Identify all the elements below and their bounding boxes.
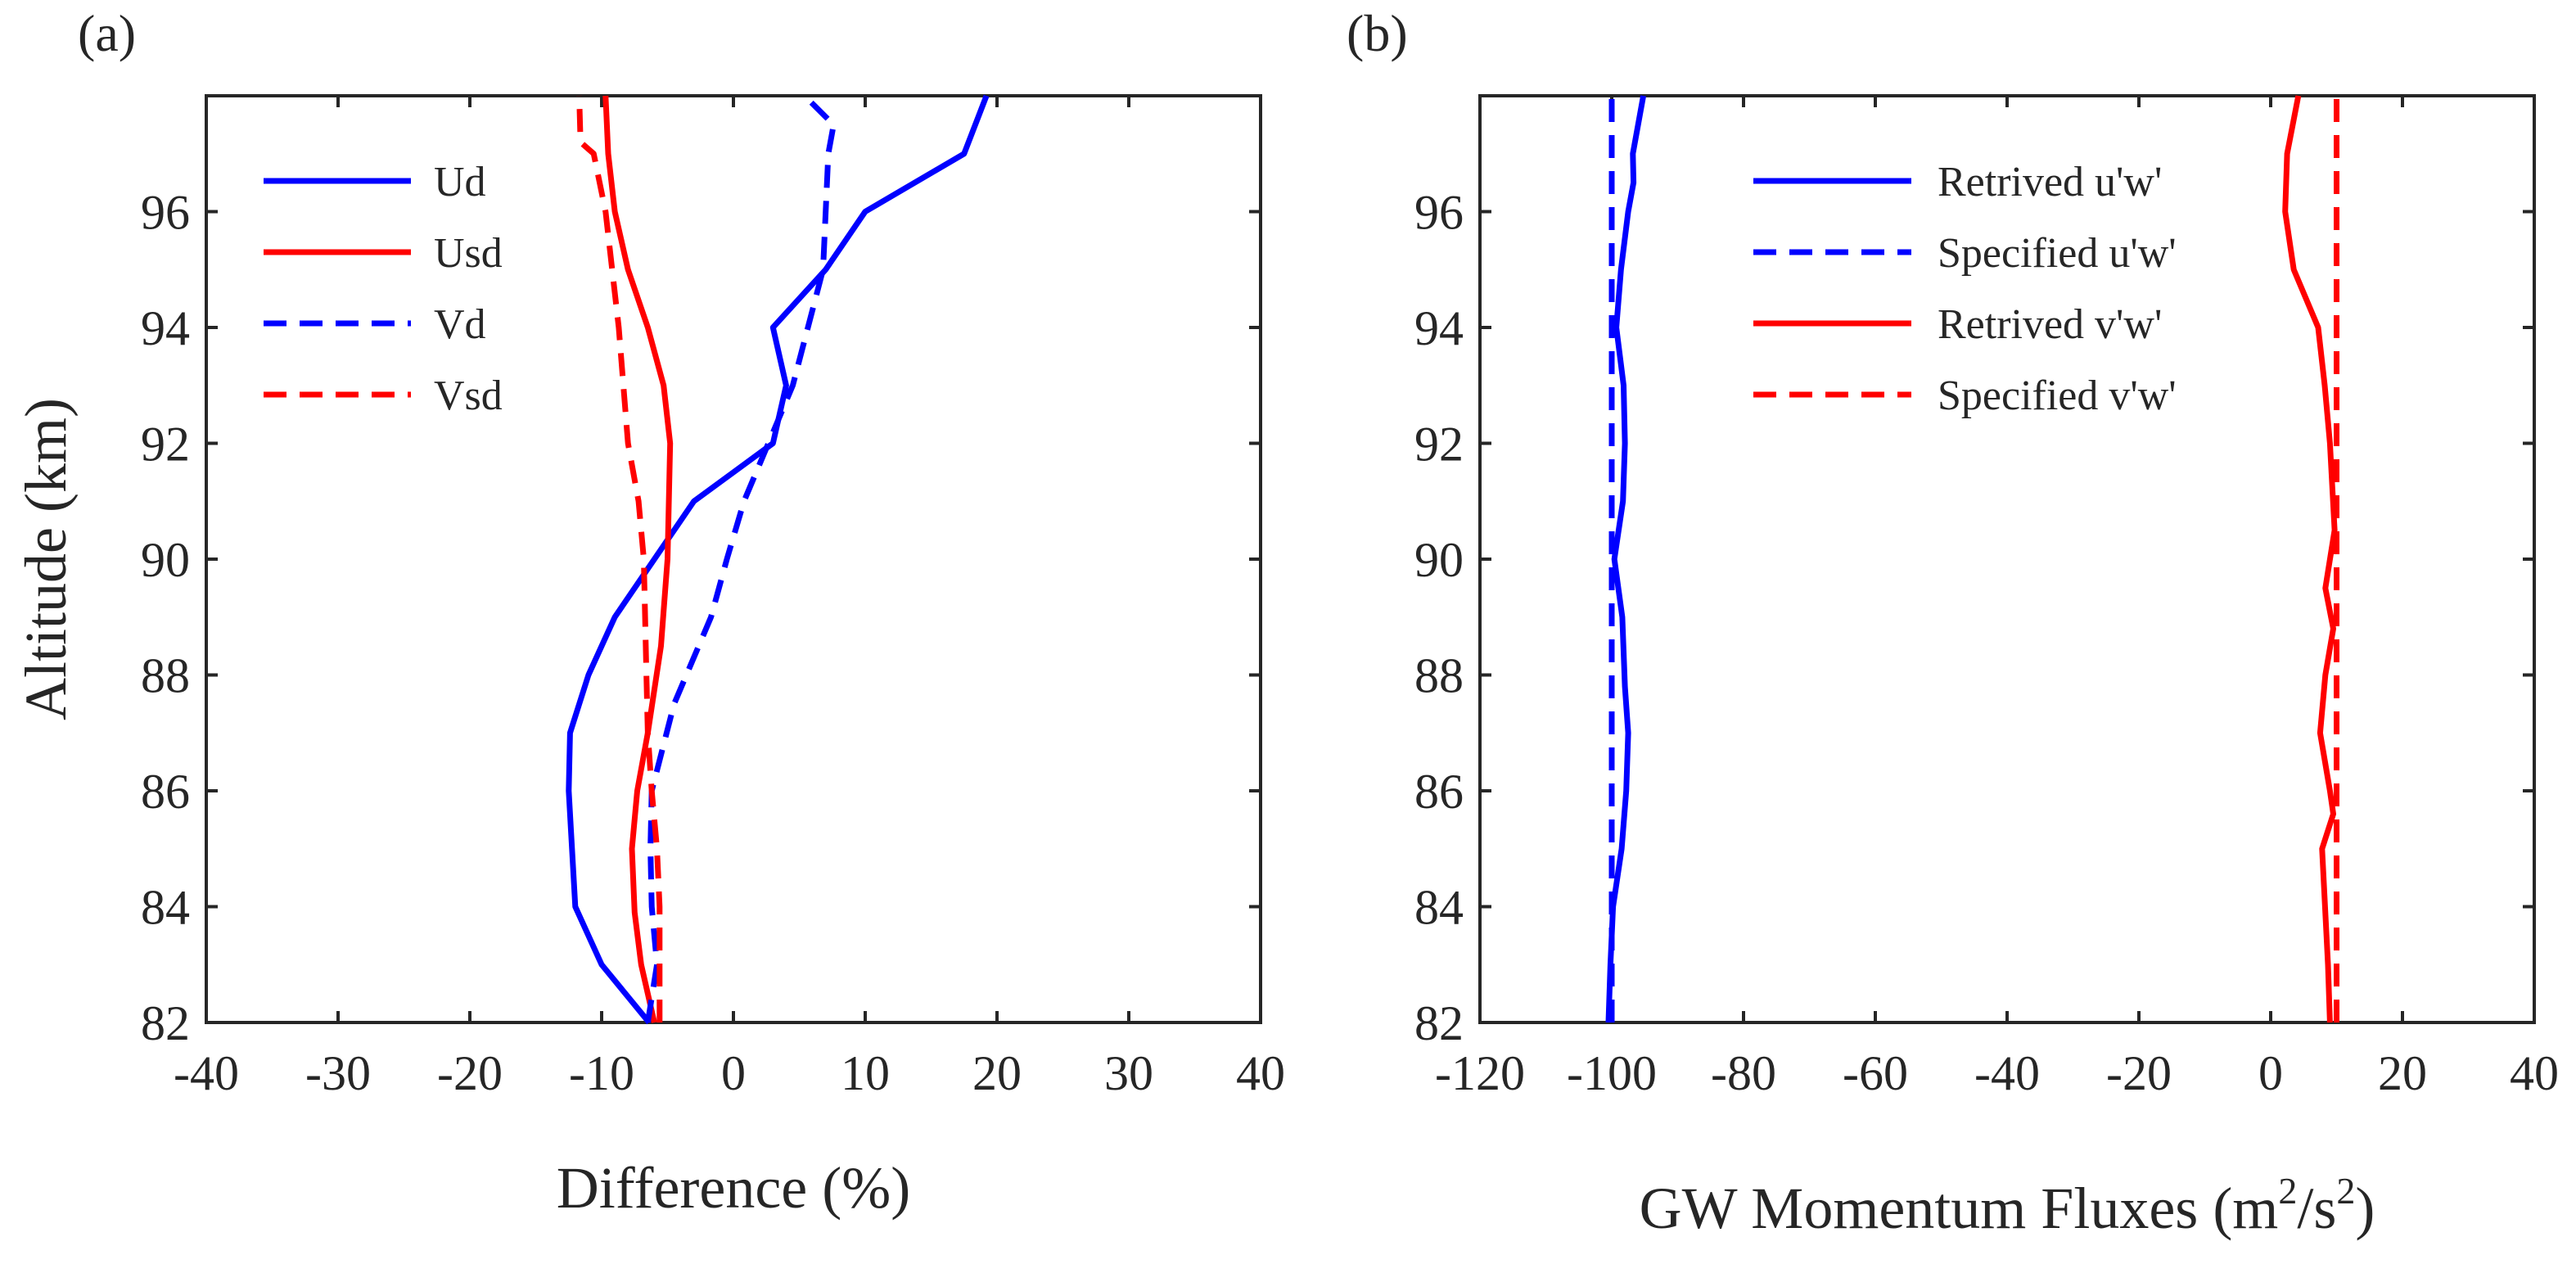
panel-b-x-tick-label: -80 xyxy=(1711,1046,1776,1100)
panel-a-x-tick-label: 40 xyxy=(1236,1046,1285,1100)
panel-a-y-tick-label: 94 xyxy=(141,301,190,355)
panel-b: (b) -120 -100 -80 -60 -40 -20 0 20 40 82 84 86 88 90… xyxy=(1347,4,2559,1241)
panel-b-legend-label: Retrived v'w' xyxy=(1938,301,2162,348)
panel-a-x-tick-label: 20 xyxy=(972,1046,1022,1100)
panel-a-x-tick-label: -20 xyxy=(437,1046,503,1100)
panel-b-x-tick-label: 0 xyxy=(2258,1046,2283,1100)
panel-b-series-line-1 xyxy=(1605,95,1647,1023)
panel-b-label: (b) xyxy=(1347,4,1408,62)
panel-a-y-tick-label: 90 xyxy=(141,533,190,587)
panel-b-y-ticks: 82 84 86 88 90 92 94 96 xyxy=(1414,186,2534,1050)
panel-b-y-tick-label: 96 xyxy=(1414,186,1464,240)
panel-b-legend: Retrived u'w' Specified u'w' Retrived v'w'… xyxy=(1753,159,2177,419)
panel-a-series-line-4 xyxy=(576,95,663,1022)
panel-b-x-tick-label: -40 xyxy=(1974,1046,2040,1100)
panel-b-x-tick-label: 20 xyxy=(2378,1046,2427,1100)
panel-b-x-tick-label: -120 xyxy=(1435,1046,1525,1100)
panel-a-y-tick-label: 86 xyxy=(141,765,190,819)
panel-b-series-line-3 xyxy=(2282,95,2338,1023)
panel-a-x-ticks: -40 -30 -20 -10 0 10 20 30 40 xyxy=(174,96,1285,1100)
panel-a-x-tick-label: 10 xyxy=(841,1046,890,1100)
panel-b-x-axis-label-sup1: 2 xyxy=(2278,1170,2297,1212)
panel-a-legend: Ud Usd Vd Vsd xyxy=(264,159,503,419)
panel-b-y-tick-label: 90 xyxy=(1414,533,1464,587)
panel-a-x-tick-label: -10 xyxy=(569,1046,634,1100)
panel-b-x-tick-label: 40 xyxy=(2510,1046,2559,1100)
panel-a-series-line-2 xyxy=(602,95,674,1023)
panel-a-x-axis-label: Difference (%) xyxy=(557,1155,910,1221)
panel-b-x-ticks: -120 -100 -80 -60 -40 -20 0 20 40 xyxy=(1435,96,2559,1100)
panel-a-y-tick-label: 84 xyxy=(141,881,190,935)
panel-b-x-axis-label-mid: /s xyxy=(2297,1176,2336,1241)
panel-b-x-tick-label: -60 xyxy=(1843,1046,1908,1100)
panel-a-legend-label: Ud xyxy=(434,159,486,205)
panel-a-x-tick-label: 30 xyxy=(1104,1046,1153,1100)
panel-b-legend-label: Specified v'w' xyxy=(1938,372,2177,419)
panel-a-series xyxy=(566,93,990,1025)
panel-b-x-axis-label: GW Momentum Fluxes (m2/s2) xyxy=(1640,1170,2375,1241)
panel-a-series-line-3 xyxy=(644,93,837,1023)
panel-a-y-ticks: 82 84 86 88 90 92 94 96 xyxy=(141,186,1261,1050)
panel-b-y-tick-label: 94 xyxy=(1414,301,1464,355)
panel-a-x-tick-label: 0 xyxy=(721,1046,746,1100)
panel-b-x-tick-label: -100 xyxy=(1567,1046,1657,1100)
panel-b-x-axis-label-main: GW Momentum Fluxes (m xyxy=(1640,1176,2279,1241)
panel-b-y-tick-label: 86 xyxy=(1414,765,1464,819)
panel-a-legend-label: Vd xyxy=(434,301,486,348)
panel-a-y-tick-label: 82 xyxy=(141,996,190,1050)
panel-a: (a) -40 -30 -20 -10 0 10 20 30 40 82 84 86 88 90 92 94… xyxy=(13,4,1285,1221)
panel-b-y-tick-label: 92 xyxy=(1414,418,1464,472)
panel-a-label: (a) xyxy=(78,4,136,62)
panel-b-y-tick-label: 84 xyxy=(1414,881,1464,935)
panel-b-plot-area xyxy=(1478,94,2536,1024)
panel-a-legend-label: Usd xyxy=(434,230,503,277)
panel-b-y-tick-label: 82 xyxy=(1414,996,1464,1050)
panel-a-y-tick-label: 96 xyxy=(141,186,190,240)
panel-a-plot-area xyxy=(205,94,1262,1024)
panel-b-legend-label: Retrived u'w' xyxy=(1938,159,2162,205)
panel-a-x-tick-label: -40 xyxy=(174,1046,239,1100)
panel-b-x-axis-label-sup2: 2 xyxy=(2336,1170,2355,1212)
panel-a-y-axis-label: Altitude (km) xyxy=(13,398,79,720)
panel-b-series xyxy=(1605,95,2339,1023)
panel-b-legend-label: Specified u'w' xyxy=(1938,230,2177,277)
panel-b-y-tick-label: 88 xyxy=(1414,649,1464,703)
panel-a-y-tick-label: 88 xyxy=(141,649,190,703)
panel-a-x-tick-label: -30 xyxy=(305,1046,371,1100)
panel-b-x-axis-label-end: ) xyxy=(2355,1176,2375,1241)
panel-a-y-tick-label: 92 xyxy=(141,418,190,472)
panel-a-legend-label: Vsd xyxy=(434,372,503,419)
panel-b-x-tick-label: -20 xyxy=(2106,1046,2172,1100)
panel-a-series-line-1 xyxy=(566,94,990,1025)
